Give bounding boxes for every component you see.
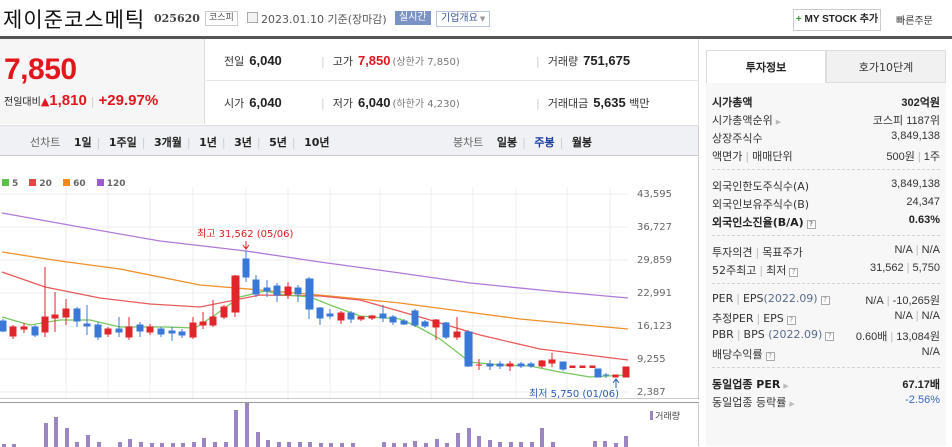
period-5y[interactable]: 5년 <box>269 136 287 149</box>
volume-legend: 거래량 <box>650 409 680 422</box>
price-summary: 7,850 전일대비▲1,810 | +29.97% <box>0 39 205 124</box>
plus-icon: + <box>795 14 802 25</box>
info-list: 시가총액 302억원 시가총액순위 ▶ 코스피 1187위 상장주식수 3,849,13… <box>712 92 940 410</box>
period-3y[interactable]: 3년 <box>234 136 252 149</box>
stat-volume: | 거래량 751,675 <box>536 53 631 68</box>
quick-order-link[interactable]: 빠른주문 <box>896 16 933 27</box>
line-chart-label: 선차트 <box>30 136 61 149</box>
period-1d[interactable]: 1일 <box>73 136 92 149</box>
opinion-row: 투자의견 | 목표주가 N/A | N/A <box>712 244 940 259</box>
week52-row: 52주최고 | 최저? 31,562 | 5,750 <box>712 262 940 277</box>
par-value-row: 액면가 | 매매단위 500원 | 1주 <box>712 150 940 163</box>
market-cap-row: 시가총액 302억원 <box>712 96 940 109</box>
legend-ma120: 120 <box>96 179 126 189</box>
ma-legend: 5 20 60 120 <box>2 179 134 189</box>
stock-header: 제이준코스메틱 025620 코스피 2023.01.10 기준(장마감) 실시… <box>0 0 952 36</box>
legend-ma20: 20 <box>29 179 52 189</box>
realtime-button[interactable]: 실시간 <box>395 11 431 25</box>
caret-right-icon: ▶ <box>789 400 795 408</box>
foreign-held-row: 외국인보유주식수(B) 24,347 <box>712 196 940 211</box>
candlestick-chart[interactable]: 5 20 60 120 43,595 36,727 29,859 22,991 … <box>0 157 699 399</box>
header-divider <box>0 36 952 39</box>
caret-right-icon: ▶ <box>775 118 782 126</box>
change-label: 전일대비 <box>4 97 41 108</box>
help-icon[interactable]: ? <box>786 316 796 325</box>
per-eps-row: PER | EPS(2022.09)? N/A | -10,265원 <box>712 292 940 307</box>
change-value: 1,810 <box>49 92 87 109</box>
stat-trade-value: | 거래대금 5,635 백만 <box>536 95 650 110</box>
sector-per-row[interactable]: 동일업종 PER ▶ 67.17배 <box>712 378 940 391</box>
candle-chart-periods: 봉차트 일봉 | 주봉 | 월봉 <box>453 136 593 149</box>
y-tick-label: 29,859 <box>637 255 672 266</box>
help-icon[interactable]: ? <box>825 332 835 341</box>
sector-change-row[interactable]: 동일업종 등락률 ▶ -2.56% <box>712 394 940 409</box>
shares-listed-row: 상장주식수 3,849,138 <box>712 130 940 145</box>
price-change: 전일대비▲1,810 | +29.97% <box>4 92 159 109</box>
foreign-limit-row: 외국인한도주식수(A) 3,849,138 <box>712 178 940 193</box>
low-annotation: 최저 5,750 (01/06) <box>529 388 619 399</box>
high-annotation: 최고 31,562 (05/06) <box>197 228 293 240</box>
tab-order-book[interactable]: 호가10단계 <box>826 50 946 83</box>
period-daily[interactable]: 일봉 <box>496 136 518 149</box>
volume-chart[interactable]: 거래량 <box>0 402 699 447</box>
y-tick-label: 43,595 <box>637 189 672 200</box>
help-icon[interactable]: ? <box>765 352 775 361</box>
stat-high: | 고가 7,850 (상한가 7,850) <box>321 53 460 68</box>
current-price: 7,850 <box>4 53 77 86</box>
period-1w[interactable]: 1주일 <box>108 136 137 149</box>
help-icon[interactable]: ? <box>789 268 799 277</box>
est-per-eps-row: 추정PER | EPS? N/A | N/A <box>712 310 940 325</box>
volume-plot <box>2 403 628 447</box>
company-name: 제이준코스메틱 <box>3 8 146 32</box>
period-monthly[interactable]: 월봉 <box>571 136 593 149</box>
line-chart-periods: 선차트 1일 | 1주일 | 3개월 | 1년 | 3년 | 5년 | 10년 <box>30 136 330 149</box>
period-weekly[interactable]: 주봉 <box>534 136 555 149</box>
stat-open: 시가 6,040 <box>224 95 282 110</box>
period-3m[interactable]: 3개월 <box>154 136 182 149</box>
y-tick-label: 9,255 <box>637 354 666 365</box>
base-date: 2023.01.10 기준(장마감) <box>261 13 387 26</box>
period-10y[interactable]: 10년 <box>304 136 330 149</box>
price-stats: 전일 6,040 | 고가 7,850 (상한가 7,850) | 거래량 751,675 … <box>206 39 699 124</box>
period-1y[interactable]: 1년 <box>199 136 217 149</box>
stat-low: | 저가 6,040 (하한가 4,230) <box>321 95 460 110</box>
info-tabs: 투자정보 호가10단계 <box>706 50 946 83</box>
pbr-bps-row: PBR | BPS (2022.09)? 0.60배 | 13,084원 <box>712 328 940 343</box>
legend-ma5: 5 <box>2 179 18 189</box>
dividend-row: 배당수익률? N/A <box>712 346 940 361</box>
price-plot: 43,595 36,727 29,859 22,991 16,123 9,255… <box>0 187 699 399</box>
chart-toolbar: 선차트 1일 | 1주일 | 3개월 | 1년 | 3년 | 5년 | 10년 봉차트 일봉… <box>0 125 699 156</box>
y-tick-label: 16,123 <box>637 321 672 332</box>
legend-ma60: 60 <box>63 179 86 189</box>
foreign-ratio-row: 외국인소진율(B/A)? 0.63% <box>712 214 940 229</box>
y-tick-label: 22,991 <box>637 288 672 299</box>
corp-overview-dropdown[interactable]: 기업개요 ▼ <box>436 11 491 27</box>
chevron-down-icon: ▼ <box>479 15 486 23</box>
up-arrow-icon: ▲ <box>40 95 50 108</box>
change-percent: +29.97% <box>98 92 159 109</box>
investment-info-panel: 투자정보 호가10단계 시가총액 302억원 시가총액순위 ▶ 코스피 1187위 상… <box>706 50 946 446</box>
caret-right-icon: ▶ <box>783 382 789 390</box>
market-cap-rank-row[interactable]: 시가총액순위 ▶ 코스피 1187위 <box>712 114 940 127</box>
help-icon[interactable]: ? <box>806 220 816 229</box>
add-my-stock-button[interactable]: + MY STOCK 추가 <box>793 9 881 31</box>
y-tick-label: 2,387 <box>637 387 666 398</box>
stock-code: 025620 <box>154 12 200 25</box>
help-icon[interactable]: ? <box>820 296 830 305</box>
corp-overview-label: 기업개요 <box>441 13 478 24</box>
candle-chart-label: 봉차트 <box>453 136 484 149</box>
y-tick-label: 36,727 <box>637 222 672 233</box>
market-badge: 코스피 <box>205 11 238 26</box>
tab-investment-info[interactable]: 투자정보 <box>706 50 826 83</box>
add-my-stock-label: MY STOCK 추가 <box>804 14 879 25</box>
stat-prev-close: 전일 6,040 <box>224 53 282 68</box>
calendar-icon <box>247 12 258 23</box>
